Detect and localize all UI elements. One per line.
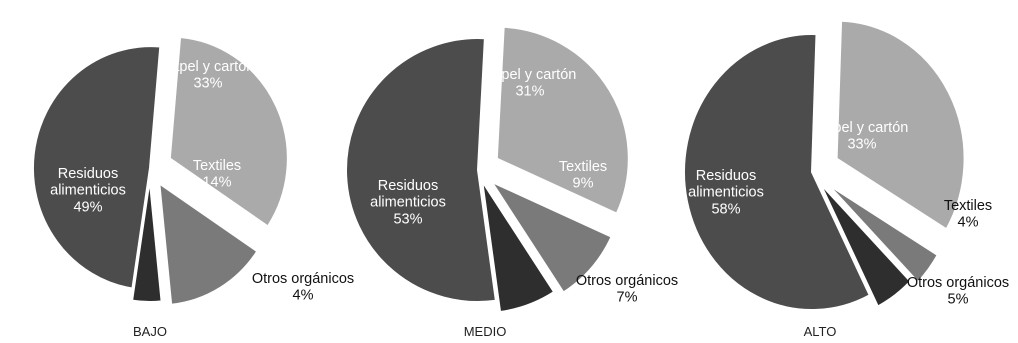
slice-label-textiles: Textiles 9% — [559, 159, 607, 192]
pie-slice-textiles — [158, 181, 259, 306]
pie-chart-medio: Papel y cartón 31% Textiles 9% Otros orgánic… — [345, 25, 678, 314]
pie-slice-papel-y-cart-n — [168, 35, 289, 228]
pie-chart-bajo: Papel y cartón 33% Textiles 14% Otros orgáni… — [31, 35, 354, 306]
caption-alto: ALTO — [804, 324, 837, 339]
slice-label-papel-y-cart-n: Papel y cartón 33% — [816, 120, 909, 153]
slice-label-otros-org-nicos: Otros orgánicos 5% — [907, 275, 1009, 308]
pie-slice-otros-org-nicos — [481, 180, 556, 314]
pie-slice-textiles — [488, 179, 613, 294]
slice-label-residuos-alimenticios: Residuos alimenticios 53% — [370, 178, 446, 227]
slice-label-otros-org-nicos: Otros orgánicos 7% — [576, 273, 678, 306]
pie-slice-residuos-alimenticios — [683, 33, 872, 311]
pie-slice-textiles — [827, 183, 940, 284]
slice-label-residuos-alimenticios: Residuos alimenticios 49% — [50, 166, 126, 215]
pie-slice-otros-org-nicos — [130, 179, 163, 303]
pie-chart-alto: Papel y cartón 33% Textiles 4% Otros orgánic… — [683, 19, 1009, 311]
slice-label-otros-org-nicos: Otros orgánicos 4% — [252, 271, 354, 304]
slice-label-papel-y-cart-n: Papel y cartón 33% — [162, 59, 255, 92]
pie-slice-papel-y-cart-n — [495, 25, 630, 215]
caption-medio: MEDIO — [464, 324, 507, 339]
pie-slice-otros-org-nicos — [819, 182, 912, 308]
pie-slice-residuos-alimenticios — [31, 45, 162, 290]
pie-slice-residuos-alimenticios — [345, 37, 498, 304]
pie-slice-papel-y-cart-n — [835, 19, 966, 231]
slice-label-textiles: Textiles 14% — [193, 158, 241, 191]
slice-label-residuos-alimenticios: Residuos alimenticios 58% — [688, 168, 764, 217]
slice-label-papel-y-cart-n: Papel y cartón 31% — [484, 67, 577, 100]
slice-label-textiles: Textiles 4% — [944, 198, 992, 231]
caption-bajo: BAJO — [133, 324, 167, 339]
